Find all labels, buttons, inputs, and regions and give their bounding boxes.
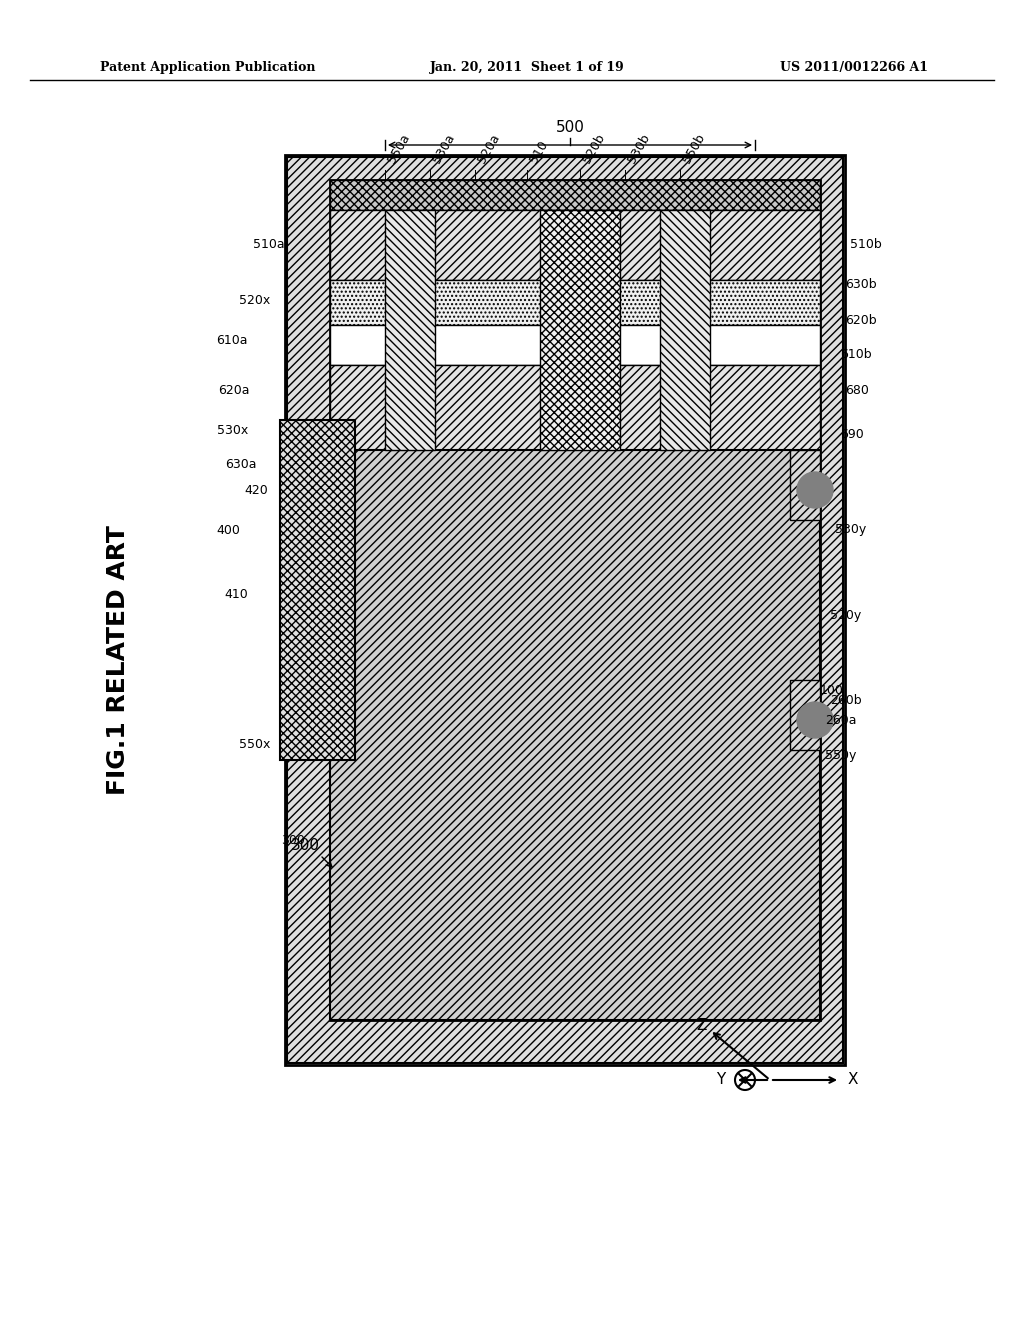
Text: 400: 400: [216, 524, 240, 536]
Text: 260b: 260b: [830, 693, 861, 706]
Text: Jan. 20, 2011  Sheet 1 of 19: Jan. 20, 2011 Sheet 1 of 19: [430, 62, 625, 74]
Text: 550a: 550a: [385, 131, 412, 165]
Bar: [330, 210, 820, 280]
Text: 630a: 630a: [225, 458, 257, 471]
Circle shape: [797, 473, 833, 508]
Text: 410: 410: [224, 589, 248, 602]
Bar: [287, 157, 843, 1063]
Text: 680: 680: [845, 384, 869, 396]
Text: X: X: [848, 1072, 858, 1088]
Text: US 2011/0012266 A1: US 2011/0012266 A1: [780, 62, 928, 74]
Text: 620a: 620a: [218, 384, 250, 396]
Text: FIG.1 RELATED ART: FIG.1 RELATED ART: [106, 525, 130, 795]
Text: Z: Z: [696, 1018, 708, 1032]
Text: 520b: 520b: [580, 131, 607, 165]
Text: Y: Y: [716, 1072, 725, 1088]
Text: 530b: 530b: [625, 131, 652, 165]
Text: 510b: 510b: [850, 239, 882, 252]
Text: 420: 420: [245, 483, 268, 496]
Text: 510: 510: [527, 137, 550, 165]
Bar: [660, 210, 710, 450]
Text: 530x: 530x: [217, 424, 248, 437]
Text: 530a: 530a: [430, 131, 457, 165]
Text: 510a: 510a: [253, 239, 285, 252]
Text: 610b: 610b: [840, 348, 871, 362]
Text: 520x: 520x: [239, 293, 270, 306]
Text: 630b: 630b: [845, 279, 877, 292]
Bar: [330, 450, 820, 1020]
Bar: [790, 680, 820, 750]
Bar: [790, 450, 820, 520]
Text: 100: 100: [820, 684, 844, 697]
Bar: [280, 420, 355, 760]
Text: 520y: 520y: [830, 609, 861, 622]
Text: 520a: 520a: [475, 131, 502, 165]
Bar: [330, 325, 820, 366]
Text: 300: 300: [291, 837, 319, 853]
Bar: [330, 180, 820, 210]
Bar: [330, 180, 820, 1020]
Text: 690: 690: [840, 429, 864, 441]
Bar: [385, 210, 435, 450]
Bar: [330, 280, 820, 325]
Text: 550y: 550y: [825, 748, 856, 762]
Bar: [540, 210, 620, 450]
Text: 530y: 530y: [835, 524, 866, 536]
Text: 620b: 620b: [845, 314, 877, 326]
Text: 610a: 610a: [216, 334, 248, 346]
Text: 550b: 550b: [680, 131, 708, 165]
Text: 300: 300: [282, 833, 305, 846]
Bar: [330, 366, 820, 450]
Text: 260a: 260a: [825, 714, 856, 726]
Text: Patent Application Publication: Patent Application Publication: [100, 62, 315, 74]
Text: 500: 500: [556, 120, 585, 136]
Text: 550x: 550x: [239, 738, 270, 751]
Bar: [285, 154, 845, 1065]
Circle shape: [797, 702, 833, 738]
